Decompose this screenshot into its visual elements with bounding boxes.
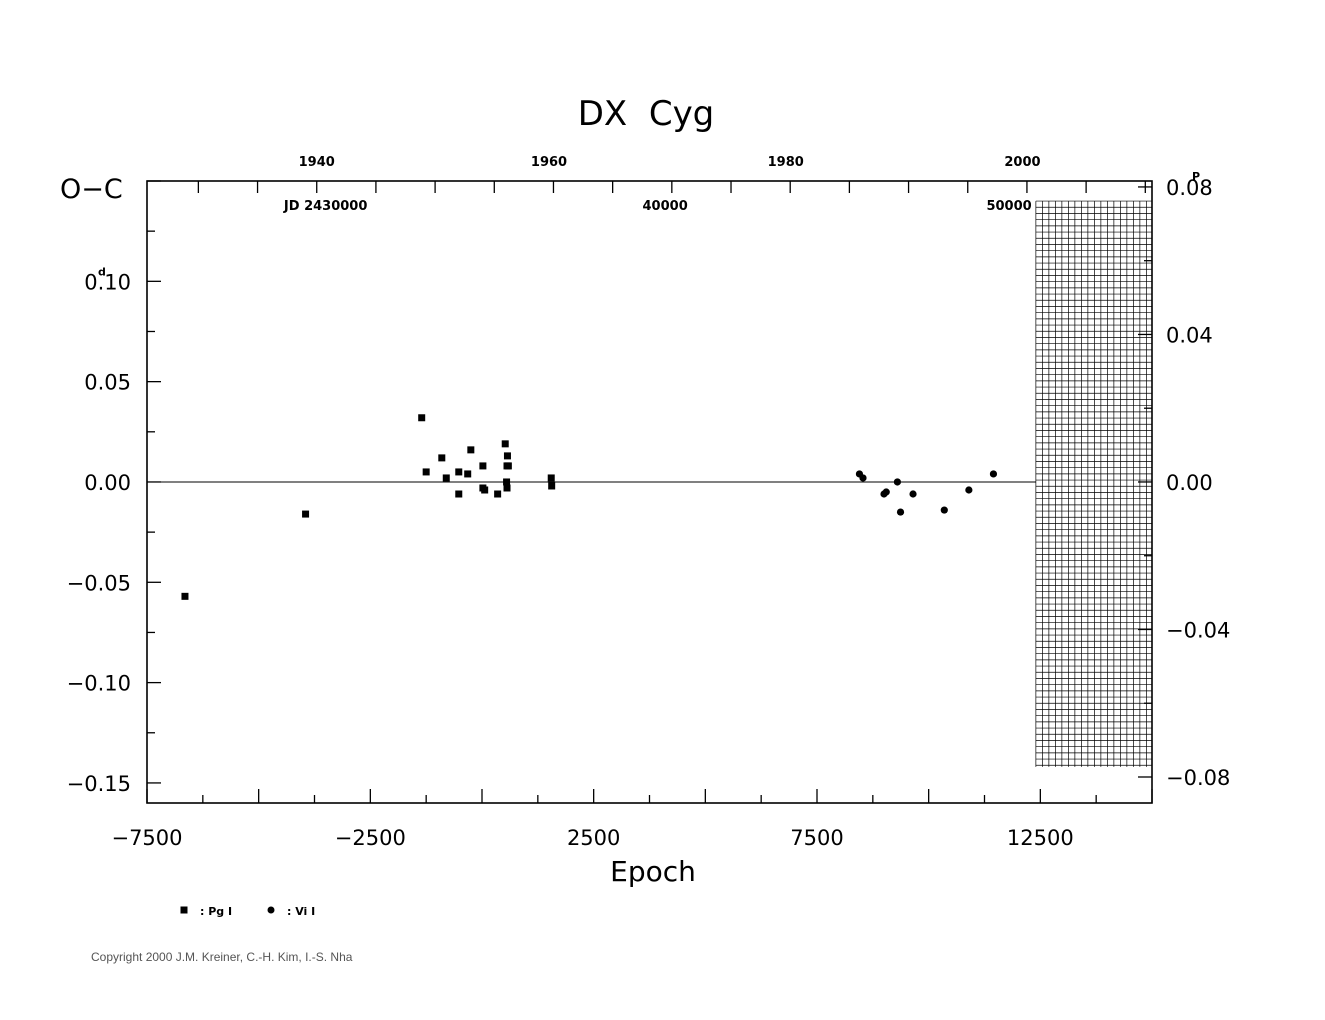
- legend-label: : Pg I: [200, 905, 232, 918]
- chart-title: DX Cyg: [578, 94, 715, 134]
- y-tick-label: 0.05: [84, 371, 131, 395]
- data-point-square: [501, 440, 509, 448]
- right-tick-label: 0.08: [1166, 176, 1213, 200]
- data-point-square: [494, 490, 502, 498]
- y-axis-label: O−C: [60, 174, 123, 205]
- axis-ticks: [146, 180, 1153, 803]
- data-point-circle: [940, 506, 948, 514]
- y-tick-label: −0.05: [67, 571, 131, 595]
- data-point-square: [302, 510, 310, 518]
- data-point-square: [548, 482, 556, 490]
- data-point-circle: [965, 486, 973, 494]
- y-tick-label: 0.10: [84, 270, 131, 294]
- data-point-circle: [882, 488, 890, 496]
- top-jd-label: JD 2430000: [283, 199, 367, 214]
- data-point-square: [455, 490, 463, 498]
- x-axis-label: Epoch: [610, 855, 696, 888]
- legend: : Pg I : Vi I: [180, 905, 315, 918]
- x-tick-label: 7500: [790, 826, 843, 850]
- legend-square-marker: [180, 906, 188, 914]
- top-jd-label: 50000: [986, 199, 1031, 214]
- x-tick-label: −2500: [335, 826, 406, 850]
- legend-circle-marker: [267, 906, 275, 914]
- data-point-square: [181, 592, 189, 600]
- data-point-square: [422, 468, 430, 476]
- top-year-label: 1980: [768, 155, 804, 170]
- data-point-square: [418, 414, 426, 422]
- right-tick-label: −0.04: [1166, 618, 1230, 642]
- data-point-circle: [893, 478, 902, 486]
- data-point-square: [467, 446, 475, 454]
- top-year-label: 1940: [299, 155, 335, 170]
- data-point-square: [503, 452, 511, 460]
- axis-tick-labels: −7500 −2500 2500 7500 12500 0.10d 0.05 0.00 −0.0…: [67, 155, 1231, 850]
- y-unit-label: d: [98, 265, 106, 278]
- plot-frame: [146, 180, 1153, 804]
- right-tick-label: 0.00: [1166, 471, 1213, 495]
- plot-border: [146, 180, 1153, 804]
- data-point-square: [438, 454, 446, 462]
- copyright-text: Copyright 2000 J.M. Kreiner, C.-H. Kim, …: [91, 950, 353, 964]
- hatched-region: [1035, 200, 1152, 767]
- top-year-label: 2000: [1004, 155, 1040, 170]
- y-tick-label: 0.00: [84, 471, 131, 495]
- y-tick-label: −0.10: [67, 672, 131, 696]
- data-point-circle: [896, 508, 905, 516]
- right-tick-label: 0.04: [1166, 323, 1213, 347]
- y-tick-label: −0.15: [67, 772, 131, 796]
- data-point-square: [547, 474, 555, 482]
- data-point-square: [442, 474, 450, 482]
- legend-label: : Vi I: [287, 905, 315, 918]
- data-point-circle: [989, 470, 998, 478]
- data-point-circle: [909, 490, 917, 498]
- x-tick-label: 2500: [567, 826, 620, 850]
- x-tick-label: 12500: [1007, 826, 1074, 850]
- data-point-circle: [859, 474, 867, 482]
- x-tick-label: −7500: [111, 826, 182, 850]
- data-point-square: [504, 462, 512, 470]
- data-points: [181, 414, 998, 600]
- right-unit-label: P: [1192, 170, 1200, 183]
- data-point-square: [464, 470, 472, 478]
- data-point-square: [503, 484, 511, 492]
- right-tick-label: −0.08: [1166, 766, 1230, 790]
- top-jd-label: 40000: [643, 199, 688, 214]
- data-point-square: [503, 478, 511, 486]
- data-point-square: [455, 468, 463, 476]
- top-year-label: 1960: [531, 155, 567, 170]
- data-point-square: [479, 462, 487, 470]
- data-point-square: [481, 486, 489, 494]
